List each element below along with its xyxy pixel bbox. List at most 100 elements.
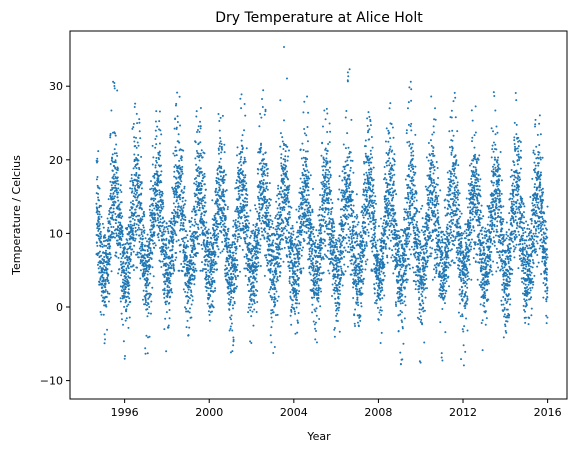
data-point	[138, 168, 141, 171]
data-point	[148, 246, 150, 249]
data-point	[208, 243, 211, 246]
data-point	[306, 198, 309, 201]
data-point	[225, 242, 228, 245]
data-point	[270, 298, 273, 301]
data-point	[191, 223, 194, 226]
data-point	[294, 265, 297, 268]
data-point	[338, 286, 341, 289]
data-point	[133, 136, 136, 139]
data-point	[234, 243, 237, 246]
data-point	[299, 267, 302, 270]
data-point	[278, 253, 281, 256]
data-point	[103, 342, 106, 345]
data-point	[168, 317, 171, 320]
data-point	[327, 182, 330, 185]
data-point	[124, 291, 127, 294]
data-point	[119, 228, 122, 231]
data-point	[117, 232, 120, 235]
data-point	[345, 199, 348, 202]
data-point	[194, 157, 197, 160]
data-point	[207, 287, 210, 290]
data-point	[130, 265, 133, 268]
data-point	[126, 279, 129, 282]
data-point	[172, 272, 174, 275]
data-point	[340, 267, 343, 270]
data-point	[328, 122, 331, 125]
data-point	[206, 236, 209, 239]
data-point	[96, 227, 99, 230]
data-point	[134, 208, 137, 211]
data-point	[126, 259, 129, 262]
data-point	[185, 310, 188, 313]
data-point	[300, 233, 303, 236]
data-point	[333, 264, 336, 267]
data-point	[148, 208, 151, 211]
data-point	[181, 172, 184, 175]
data-point	[240, 156, 243, 159]
data-point	[344, 213, 347, 216]
data-point	[158, 150, 161, 153]
data-point	[203, 214, 206, 217]
data-point	[143, 277, 146, 280]
data-point	[255, 273, 258, 276]
data-point	[169, 224, 172, 227]
data-point	[270, 341, 273, 344]
data-point	[305, 175, 308, 178]
data-point	[238, 184, 241, 187]
data-point	[147, 336, 150, 339]
data-point	[168, 286, 171, 289]
data-point	[163, 289, 166, 292]
data-point	[232, 273, 235, 276]
data-point	[183, 262, 186, 265]
data-point	[299, 197, 302, 200]
data-point	[236, 259, 239, 262]
data-point	[262, 234, 265, 237]
data-point	[272, 280, 275, 283]
data-point	[252, 224, 255, 227]
data-point	[315, 229, 318, 232]
data-point	[193, 224, 196, 227]
data-point	[271, 222, 274, 225]
data-point	[306, 242, 309, 245]
data-point	[216, 226, 219, 229]
data-point	[123, 272, 126, 275]
data-point	[322, 271, 325, 274]
data-point	[287, 260, 290, 263]
data-point	[216, 180, 219, 183]
data-point	[103, 244, 106, 247]
data-point	[260, 142, 263, 145]
data-point	[113, 195, 116, 198]
data-point	[163, 254, 166, 257]
data-point	[117, 205, 120, 208]
data-point	[128, 316, 131, 319]
data-point	[327, 199, 330, 202]
data-point	[173, 127, 176, 130]
data-point	[132, 238, 135, 241]
data-point	[253, 292, 256, 295]
data-point	[239, 152, 242, 155]
data-point	[222, 193, 225, 196]
data-point	[192, 239, 195, 242]
data-point	[195, 193, 198, 196]
data-point	[113, 165, 116, 168]
data-point	[138, 174, 141, 177]
data-point	[98, 250, 101, 253]
data-point	[227, 273, 230, 276]
data-point	[148, 242, 151, 245]
data-point	[251, 249, 254, 252]
data-point	[299, 244, 302, 247]
data-point	[145, 281, 148, 284]
data-point	[282, 148, 285, 150]
data-point	[337, 265, 340, 268]
data-point	[131, 206, 134, 209]
data-point	[243, 158, 246, 161]
data-point	[110, 206, 113, 209]
data-point	[311, 211, 314, 214]
data-point	[289, 296, 292, 299]
data-point	[307, 189, 310, 192]
data-point	[113, 236, 116, 239]
data-point	[277, 211, 280, 214]
data-point	[335, 304, 338, 307]
data-point	[149, 272, 152, 275]
data-point	[320, 218, 323, 221]
